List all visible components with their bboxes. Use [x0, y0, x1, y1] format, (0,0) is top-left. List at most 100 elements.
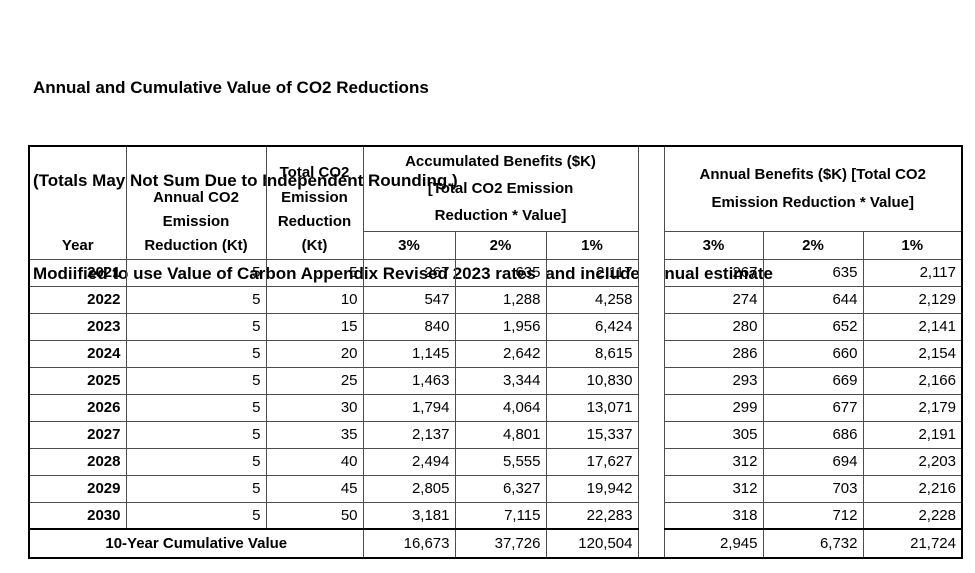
ann-benefit-2pct-cell: 652: [762, 312, 864, 341]
ann-benefit-3pct-cell: 299: [663, 393, 764, 422]
acc-total-1pct-cell: 120,504: [545, 528, 639, 559]
ann-benefit-2pct-cell: 635: [762, 258, 864, 287]
year-cell: 2025: [28, 366, 127, 395]
acc-benefit-3pct-cell: 3,181: [362, 501, 456, 530]
acc-benefit-1pct-cell: 10,830: [545, 366, 639, 395]
header-rate-row: 3% 2% 1% 3% 2% 1%: [29, 230, 963, 260]
table-row-2029: 2029 5 45 2,805 6,327 19,942 312 703 2,2…: [28, 474, 963, 503]
total-reduction-cell: 20: [265, 339, 364, 368]
acc-benefit-3pct-cell: 840: [362, 312, 456, 341]
col-header-annual-co2-reduction: Annual CO2 Emission Reduction (Kt): [125, 145, 267, 260]
total-reduction-cell: 10: [265, 285, 364, 314]
annual-reduction-cell: 5: [125, 447, 267, 476]
annual-rate-2pct-header: 2%: [762, 230, 864, 260]
ann-benefit-2pct-cell: 644: [762, 285, 864, 314]
ann-benefit-3pct-cell: 312: [663, 474, 764, 503]
acc-benefit-1pct-cell: 6,424: [545, 312, 639, 341]
ann-benefit-1pct-cell: 2,203: [862, 447, 963, 476]
annual-reduction-cell: 5: [125, 393, 267, 422]
year-cell: 2028: [28, 447, 127, 476]
total-reduction-cell: 35: [265, 420, 364, 449]
co2-value-table: Year Annual CO2 Emission Reduction (Kt) …: [28, 145, 963, 559]
total-reduction-cell: 25: [265, 366, 364, 395]
total-reduction-cell: 45: [265, 474, 364, 503]
ann-benefit-2pct-cell: 660: [762, 339, 864, 368]
acc-benefit-1pct-cell: 4,258: [545, 285, 639, 314]
annual-reduction-cell: 5: [125, 285, 267, 314]
col-header-year: Year: [28, 145, 127, 260]
annual-reduction-cell: 5: [125, 339, 267, 368]
table-row-2021: 2021 5 5 267 635 2,117 267 635 2,117: [28, 258, 963, 287]
header-group-row: Year Annual CO2 Emission Reduction (Kt) …: [28, 145, 963, 559]
total-reduction-cell: 40: [265, 447, 364, 476]
ann-benefit-1pct-cell: 2,179: [862, 393, 963, 422]
ann-benefit-1pct-cell: 2,228: [862, 501, 963, 530]
ann-benefit-1pct-cell: 2,117: [862, 258, 963, 287]
year-cell: 2024: [28, 339, 127, 368]
ann-benefit-2pct-cell: 712: [762, 501, 864, 530]
table-row-2026: 2026 5 30 1,794 4,064 13,071 299 677 2,1…: [28, 393, 963, 422]
acc-benefit-1pct-cell: 8,615: [545, 339, 639, 368]
annual-rate-1pct-header: 1%: [862, 230, 963, 260]
year-cell: 2029: [28, 474, 127, 503]
col-header-total-co2-reduction: Total CO2 Emission Reduction (Kt): [265, 145, 364, 260]
year-cell: 2026: [28, 393, 127, 422]
ann-benefit-1pct-cell: 2,166: [862, 366, 963, 395]
year-cell: 2021: [28, 258, 127, 287]
accumulated-rate-3pct-header: 3%: [362, 230, 456, 260]
acc-benefit-2pct-cell: 2,642: [454, 339, 547, 368]
acc-benefit-2pct-cell: 6,327: [454, 474, 547, 503]
accumulated-rate-2pct-header: 2%: [454, 230, 547, 260]
annual-reduction-cell: 5: [125, 366, 267, 395]
ann-benefit-1pct-cell: 2,141: [862, 312, 963, 341]
acc-benefit-2pct-cell: 4,801: [454, 420, 547, 449]
table-row-2027: 2027 5 35 2,137 4,801 15,337 305 686 2,1…: [28, 420, 963, 449]
year-cell: 2027: [28, 420, 127, 449]
table-row-2022: 2022 5 10 547 1,288 4,258 274 644 2,129: [28, 285, 963, 314]
ann-total-1pct-cell: 21,724: [862, 528, 963, 559]
acc-benefit-1pct-cell: 22,283: [545, 501, 639, 530]
acc-benefit-3pct-cell: 1,463: [362, 366, 456, 395]
ann-benefit-1pct-cell: 2,129: [862, 285, 963, 314]
ann-benefit-2pct-cell: 669: [762, 366, 864, 395]
spacer-column: [637, 145, 665, 559]
total-reduction-cell: 5: [265, 258, 364, 287]
acc-total-3pct-cell: 16,673: [362, 528, 456, 559]
acc-total-2pct-cell: 37,726: [454, 528, 547, 559]
acc-benefit-3pct-cell: 547: [362, 285, 456, 314]
acc-benefit-3pct-cell: 267: [362, 258, 456, 287]
acc-benefit-1pct-cell: 13,071: [545, 393, 639, 422]
total-reduction-cell: 50: [265, 501, 364, 530]
acc-benefit-1pct-cell: 19,942: [545, 474, 639, 503]
ann-total-2pct-cell: 6,732: [762, 528, 864, 559]
year-cell: 2023: [28, 312, 127, 341]
ann-benefit-2pct-cell: 677: [762, 393, 864, 422]
year-cell: 2030: [28, 501, 127, 530]
col-group-accumulated-benefits: Accumulated Benefits ($K) [Total CO2 Emi…: [362, 145, 639, 232]
acc-benefit-2pct-cell: 7,115: [454, 501, 547, 530]
annual-reduction-cell: 5: [125, 420, 267, 449]
total-reduction-cell: 30: [265, 393, 364, 422]
total-reduction-cell: 15: [265, 312, 364, 341]
table-row-2030: 2030 5 50 3,181 7,115 22,283 318 712 2,2…: [28, 501, 963, 530]
ann-benefit-2pct-cell: 686: [762, 420, 864, 449]
acc-benefit-3pct-cell: 1,794: [362, 393, 456, 422]
ann-benefit-3pct-cell: 305: [663, 420, 764, 449]
col-group-annual-benefits: Annual Benefits ($K) [Total CO2 Emission…: [663, 145, 963, 232]
acc-benefit-2pct-cell: 3,344: [454, 366, 547, 395]
ann-benefit-2pct-cell: 694: [762, 447, 864, 476]
annual-reduction-cell: 5: [125, 258, 267, 287]
acc-benefit-2pct-cell: 635: [454, 258, 547, 287]
acc-benefit-3pct-cell: 1,145: [362, 339, 456, 368]
cumulative-total-row: 10-Year Cumulative Value 16,673 37,726 1…: [28, 528, 963, 559]
ann-benefit-3pct-cell: 267: [663, 258, 764, 287]
ann-benefit-3pct-cell: 280: [663, 312, 764, 341]
ann-benefit-3pct-cell: 286: [663, 339, 764, 368]
table-row-2028: 2028 5 40 2,494 5,555 17,627 312 694 2,2…: [28, 447, 963, 476]
annual-reduction-cell: 5: [125, 474, 267, 503]
acc-benefit-3pct-cell: 2,805: [362, 474, 456, 503]
ann-benefit-3pct-cell: 274: [663, 285, 764, 314]
acc-benefit-1pct-cell: 17,627: [545, 447, 639, 476]
title-line-1: Annual and Cumulative Value of CO2 Reduc…: [33, 78, 429, 97]
annual-reduction-cell: 5: [125, 501, 267, 530]
